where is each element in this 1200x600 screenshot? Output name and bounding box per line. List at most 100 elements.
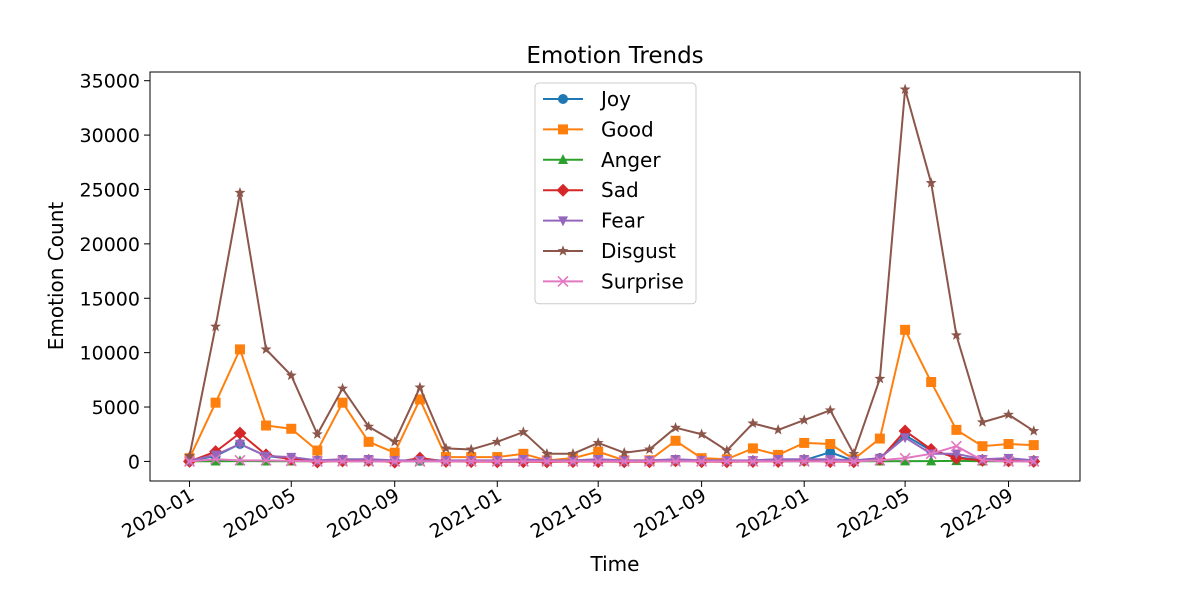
series-line-good [188,328,1034,462]
data-point-good-2022-02 [825,439,836,450]
data-point-surprise-2021-07 [643,455,656,467]
data-point-disgust-2020-09 [389,436,401,447]
legend-entry-anger: Anger [543,148,661,172]
data-point-good-2020-06 [312,445,323,456]
data-point-surprise-2021-09 [696,455,708,467]
data-point-fear-2021-05 [593,454,604,465]
legend-entry-good: Good [543,117,654,141]
data-point-surprise-2021-02 [517,455,529,467]
data-point-surprise-2020-10 [414,455,426,467]
data-point-good-2021-02 [518,448,529,459]
y-tick-label: 30000 [80,125,140,147]
data-point-disgust-2020-03 [234,186,246,198]
data-point-surprise-2021-11 [747,455,759,467]
data-point-surprise-2022-06 [925,448,937,460]
y-tick-label: 35000 [80,71,140,93]
data-point-surprise-2022-03 [848,455,860,467]
data-point-fear-2020-07 [337,454,348,465]
legend-entry-joy: Joy [543,87,631,111]
data-point-surprise-2021-03 [541,455,553,467]
data-point-disgust-2021-12 [772,424,784,435]
data-point-fear-2022-05 [900,433,911,444]
legend-label-anger: Anger [601,148,661,172]
data-point-good-2021-12 [773,449,784,460]
legend-label-good: Good [601,117,654,141]
data-point-fear-2020-02 [210,450,221,461]
data-point-fear-2020-04 [261,451,272,462]
data-point-good-2020-08 [363,436,374,447]
data-point-disgust-2020-08 [363,420,375,432]
y-tick-label: 15000 [80,288,140,310]
data-point-good-2020-07 [337,397,348,408]
legend-label-disgust: Disgust [601,239,676,263]
data-point-good-2020-03 [234,344,245,355]
data-point-fear-2021-12 [773,454,784,465]
data-point-surprise-2022-02 [824,455,836,467]
data-point-fear-2022-07 [951,449,962,460]
legend-marker-joy [558,94,568,104]
legend: Joy Good Anger Sad Fear Disgust Surprise [534,82,697,305]
data-point-surprise-2021-12 [772,455,784,467]
legend-marker-fear [558,216,568,227]
series-line-surprise [189,445,1034,463]
data-point-anger-2022-06 [926,455,937,466]
data-point-disgust-2022-05 [899,83,911,95]
data-point-disgust-2021-01 [491,436,503,447]
data-point-good-2021-11 [747,443,758,454]
data-point-surprise-2020-02 [210,453,222,465]
data-point-surprise-2020-01 [183,455,196,467]
legend-box [534,82,697,305]
data-point-surprise-2021-10 [721,455,733,467]
series-line-fear [189,436,1034,462]
data-point-surprise-2022-01 [798,455,810,467]
data-point-disgust-2020-05 [285,369,297,381]
data-point-good-2020-05 [286,423,297,434]
data-point-disgust-2022-07 [950,329,962,340]
legend-label-fear: Fear [601,209,645,233]
legend-entry-fear: Fear [543,209,645,233]
legend-label-sad: Sad [601,178,639,202]
data-point-disgust-2020-01 [184,450,195,461]
data-point-surprise-2022-05 [899,452,911,464]
data-point-disgust-2021-10 [721,444,733,456]
data-point-disgust-2020-10 [414,381,426,393]
data-point-surprise-2022-09 [1002,455,1015,467]
data-point-good-2022-06 [926,377,937,388]
data-point-good-2022-05 [900,324,911,335]
legend-label-joy: Joy [599,87,631,111]
data-point-fear-2021-02 [518,454,529,465]
data-point-good-2020-10 [414,394,425,405]
data-point-good-2021-05 [593,446,604,457]
data-point-good-2021-08 [670,435,681,446]
legend-marker-surprise [557,275,569,287]
series-good [184,324,1039,466]
data-point-good-2020-04 [261,420,272,431]
y-axis-title: Emotion Count [44,202,68,351]
data-point-disgust-2022-01 [798,414,810,425]
data-point-disgust-2020-02 [210,320,222,332]
data-point-disgust-2021-04 [567,448,579,459]
data-point-surprise-2020-05 [285,455,297,467]
data-point-joy-2022-02 [825,447,836,458]
data-point-disgust-2022-03 [848,448,860,459]
data-point-disgust-2022-09 [1003,408,1014,420]
data-point-good-2020-09 [389,447,400,458]
data-point-disgust-2021-11 [747,417,759,428]
data-point-good-2022-09 [1003,439,1014,450]
data-point-surprise-2020-09 [389,455,401,467]
data-point-surprise-2022-04 [874,454,886,466]
series-surprise [183,440,1040,467]
data-point-surprise-2021-06 [618,455,630,467]
legend-entry-disgust: Disgust [543,239,676,263]
y-tick-label: 10000 [80,343,140,365]
data-point-disgust-2022-04 [874,373,886,384]
data-point-surprise-2021-04 [567,455,579,467]
legend-entry-sad: Sad [543,178,639,202]
y-tick-label: 20000 [80,234,140,256]
data-point-sad-2020-03 [233,426,247,440]
legend-entry-surprise: Surprise [543,269,684,293]
data-point-fear-2022-02 [825,454,836,465]
data-point-disgust-2021-03 [541,448,553,459]
data-point-surprise-2020-03 [234,454,246,466]
